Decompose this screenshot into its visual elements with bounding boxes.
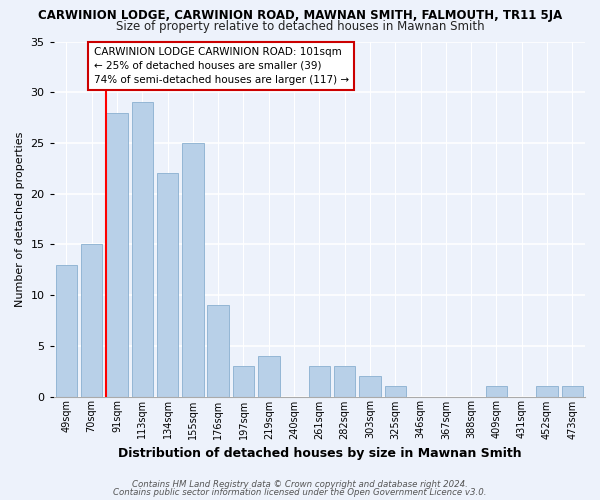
Bar (258, 356, 280, 397)
Bar (562, 386, 583, 396)
Bar (359, 376, 381, 396)
Bar (182, 143, 203, 397)
Bar (56, 264, 77, 396)
Bar (131, 102, 153, 397)
Bar (106, 112, 128, 397)
Bar (536, 386, 558, 396)
Bar (385, 386, 406, 396)
Bar (334, 366, 355, 396)
Text: CARWINION LODGE CARWINION ROAD: 101sqm
← 25% of detached houses are smaller (39): CARWINION LODGE CARWINION ROAD: 101sqm ←… (94, 47, 349, 85)
Text: Contains HM Land Registry data © Crown copyright and database right 2024.: Contains HM Land Registry data © Crown c… (132, 480, 468, 489)
Text: CARWINION LODGE, CARWINION ROAD, MAWNAN SMITH, FALMOUTH, TR11 5JA: CARWINION LODGE, CARWINION ROAD, MAWNAN … (38, 9, 562, 22)
Text: Contains public sector information licensed under the Open Government Licence v3: Contains public sector information licen… (113, 488, 487, 497)
Bar (157, 174, 178, 396)
Text: Size of property relative to detached houses in Mawnan Smith: Size of property relative to detached ho… (116, 20, 484, 33)
Bar (233, 366, 254, 396)
Bar (485, 386, 507, 396)
X-axis label: Distribution of detached houses by size in Mawnan Smith: Distribution of detached houses by size … (118, 447, 521, 460)
Y-axis label: Number of detached properties: Number of detached properties (15, 132, 25, 306)
Bar (308, 366, 330, 396)
Bar (81, 244, 103, 396)
Bar (208, 305, 229, 396)
